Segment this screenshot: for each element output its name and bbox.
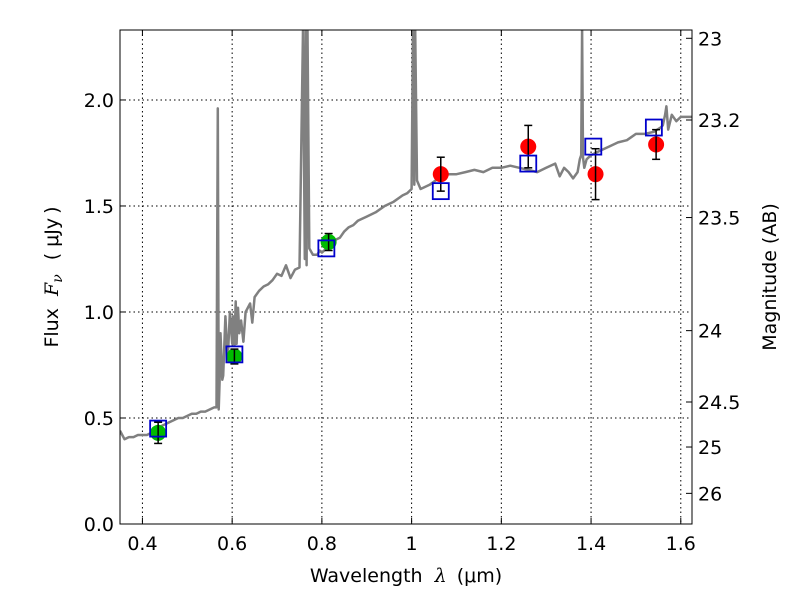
y2-axis-label: Magnitude (AB) (759, 203, 781, 351)
y-tick-label: 1.0 (84, 302, 114, 324)
x-axis-label-close: ) (495, 565, 502, 587)
model-photometry-square (431, 182, 450, 201)
y2-tick-label: 23.5 (698, 208, 740, 230)
model-photometry-square (317, 239, 336, 258)
model-photometry-square (644, 118, 663, 137)
y-tick-label: 1.5 (84, 196, 114, 218)
y2-tick-label: 26 (698, 483, 722, 505)
axis-ticks: 0.4 0.6 0.8 1 1.2 1.4 1.6 0.0 0.5 1.0 1.5 2.0 23 23.2… (84, 28, 741, 555)
y2-tick-label: 23.2 (698, 110, 740, 132)
y-axis-label-open: ( (41, 253, 63, 260)
x-tick-label: 0.6 (217, 533, 247, 555)
model-spectrum (120, 30, 692, 441)
y-tick-label: 0.0 (84, 514, 114, 536)
y-axis-label-subscript: ν (50, 274, 66, 283)
y2-tick-label: 24.5 (698, 392, 740, 414)
model-photometry-square (584, 137, 603, 156)
x-tick-label: 0.4 (127, 533, 157, 555)
y-axis-label-symbol: F (41, 282, 63, 297)
x-tick-label: 1.4 (576, 533, 606, 555)
x-axis-label-text: Wavelength (310, 565, 423, 587)
model-photometry-squares (149, 118, 663, 438)
x-axis-label-unit: μm (464, 565, 495, 587)
x-tick-label: 1.2 (486, 533, 516, 555)
y2-tick-label: 25 (698, 437, 722, 459)
y-axis-label-close: ) (41, 206, 63, 213)
model-photometry-square (519, 154, 538, 173)
error-bars (154, 124, 661, 445)
x-axis-label: Wavelength λ (μm) (310, 565, 502, 587)
y-tick-label: 0.5 (84, 408, 114, 430)
x-tick-label: 1.6 (666, 533, 696, 555)
x-tick-label: 1 (406, 533, 418, 555)
y2-tick-label: 23 (698, 28, 722, 50)
grid (120, 30, 692, 525)
x-tick-label: 0.8 (307, 533, 337, 555)
model-photometry-square (149, 419, 168, 438)
plot-frame (119, 29, 693, 525)
y2-tick-label: 24 (698, 321, 722, 343)
photometry-points (150, 136, 665, 441)
y-axis-label-text: Flux (41, 308, 63, 348)
model-spectrum-line (120, 30, 692, 441)
x-axis-label-open: ( (457, 565, 464, 587)
y-tick-label: 2.0 (84, 90, 114, 112)
model-photometry-square (225, 345, 244, 364)
y-axis-label: Flux Fν ( μJy) (41, 206, 67, 347)
y-axis-label-unit: μJy (41, 218, 63, 247)
x-axis-label-symbol: λ (434, 565, 447, 587)
